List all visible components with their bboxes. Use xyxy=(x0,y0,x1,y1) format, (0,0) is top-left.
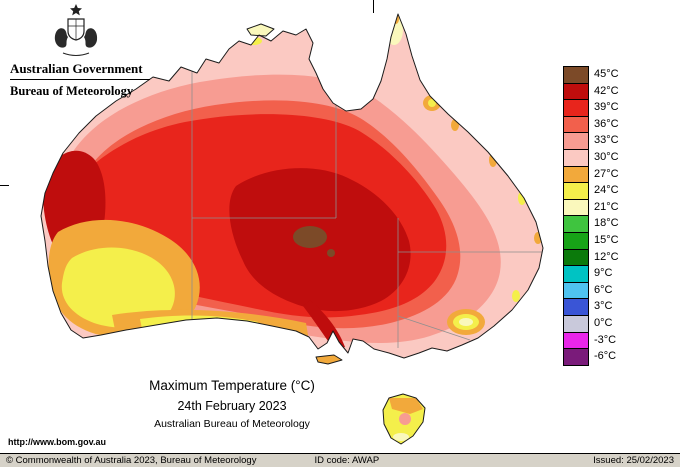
legend-row: 21°C xyxy=(563,198,619,217)
legend-label: 33°C xyxy=(594,134,619,147)
melville-island-coastline xyxy=(246,23,275,37)
legend-row: 42°C xyxy=(563,82,619,101)
region-27c-tasmania-north xyxy=(389,398,423,414)
legend-swatch xyxy=(563,198,589,217)
legend-label: 24°C xyxy=(594,184,619,197)
bom-url: http://www.bom.gov.au xyxy=(8,437,106,447)
legend-row: 24°C xyxy=(563,182,619,200)
header-rule xyxy=(10,79,150,80)
state-borders xyxy=(191,64,543,348)
legend-swatch xyxy=(563,132,589,150)
legend-row: 3°C xyxy=(563,298,619,316)
region-33c-tasmania-center xyxy=(399,413,411,425)
map-frame-tick-top xyxy=(373,0,374,13)
legend-label: 27°C xyxy=(594,167,619,180)
kangaroo-island-coastline xyxy=(315,354,343,365)
region-24c-ne-patch xyxy=(428,99,436,107)
footer-copyright: © Commonwealth of Australia 2023, Bureau… xyxy=(6,455,257,466)
legend-row: 33°C xyxy=(563,132,619,150)
legend-label: 15°C xyxy=(594,233,619,246)
legend-swatch xyxy=(563,115,589,134)
legend-swatch xyxy=(563,348,589,366)
coat-of-arms xyxy=(54,4,98,56)
map-date: 24th February 2023 xyxy=(177,399,287,413)
region-45c-hotspot-small xyxy=(327,249,335,257)
legend-label: -3°C xyxy=(594,333,617,346)
footer-issued: Issued: 25/02/2023 xyxy=(593,455,674,466)
legend-row: 30°C xyxy=(563,148,619,167)
government-title: Australian Government xyxy=(10,61,143,76)
legend-label: 21°C xyxy=(594,200,619,213)
legend-swatch xyxy=(563,99,589,117)
legend-label: 45°C xyxy=(594,68,619,80)
legend-row: 18°C xyxy=(563,215,619,233)
legend-row: 15°C xyxy=(563,231,619,250)
region-45c-hotspot xyxy=(293,226,327,248)
legend-label: 30°C xyxy=(594,150,619,163)
legend-swatch xyxy=(563,215,589,233)
bureau-title: Bureau of Meteorology xyxy=(10,84,134,98)
tasmania-coastline xyxy=(382,393,426,445)
legend-label: 6°C xyxy=(594,283,613,296)
legend-row: -6°C xyxy=(563,348,619,366)
legend-label: 3°C xyxy=(594,300,613,313)
region-21c-tasmania-south xyxy=(393,433,409,441)
region-24c-coast-dot xyxy=(518,191,526,205)
map-title: Maximum Temperature (°C) xyxy=(149,378,315,393)
legend-row: 39°C xyxy=(563,99,619,117)
legend-row: 45°C xyxy=(563,66,619,84)
region-27c-coast-dot xyxy=(417,58,423,70)
legend-label: 42°C xyxy=(594,84,619,97)
legend-row: 12°C xyxy=(563,248,619,267)
region-21c-alps xyxy=(459,318,473,326)
legend-swatch xyxy=(563,281,589,300)
mainland-coastline xyxy=(40,13,544,359)
legend-swatch xyxy=(563,314,589,333)
map-titles: Maximum Temperature (°C) 24th February 2… xyxy=(82,378,382,430)
legend-swatch xyxy=(563,148,589,167)
legend-swatch xyxy=(563,265,589,283)
footer-id-code: ID code: AWAP xyxy=(314,455,380,466)
legend-swatch xyxy=(563,82,589,101)
legend-label: 39°C xyxy=(594,101,619,114)
legend-label: -6°C xyxy=(594,350,617,363)
legend-swatch xyxy=(563,66,589,84)
legend: 45°C 42°C 39°C 36°C 33°C 30°C 27°C 24°C 21°C 18°C… xyxy=(563,66,619,366)
legend-row: -3°C xyxy=(563,331,619,350)
legend-swatch xyxy=(563,331,589,350)
legend-row: 36°C xyxy=(563,115,619,134)
legend-swatch xyxy=(563,182,589,200)
legend-row: 27°C xyxy=(563,165,619,184)
legend-row: 6°C xyxy=(563,281,619,300)
map-attribution: Australian Bureau of Meteorology xyxy=(154,418,310,430)
legend-label: 0°C xyxy=(594,316,613,329)
legend-label: 9°C xyxy=(594,267,613,280)
legend-swatch xyxy=(563,248,589,267)
legend-swatch xyxy=(563,165,589,184)
footer-bar: © Commonwealth of Australia 2023, Bureau… xyxy=(0,453,680,467)
legend-row: 9°C xyxy=(563,265,619,283)
legend-swatch xyxy=(563,231,589,250)
legend-row: 0°C xyxy=(563,314,619,333)
map-frame-tick-left xyxy=(0,185,9,186)
region-24c-southwest xyxy=(61,247,175,328)
legend-swatch xyxy=(563,298,589,316)
legend-label: 36°C xyxy=(594,117,619,130)
region-24c-coast-dot xyxy=(512,290,520,302)
legend-label: 18°C xyxy=(594,217,619,230)
legend-label: 12°C xyxy=(594,250,619,263)
